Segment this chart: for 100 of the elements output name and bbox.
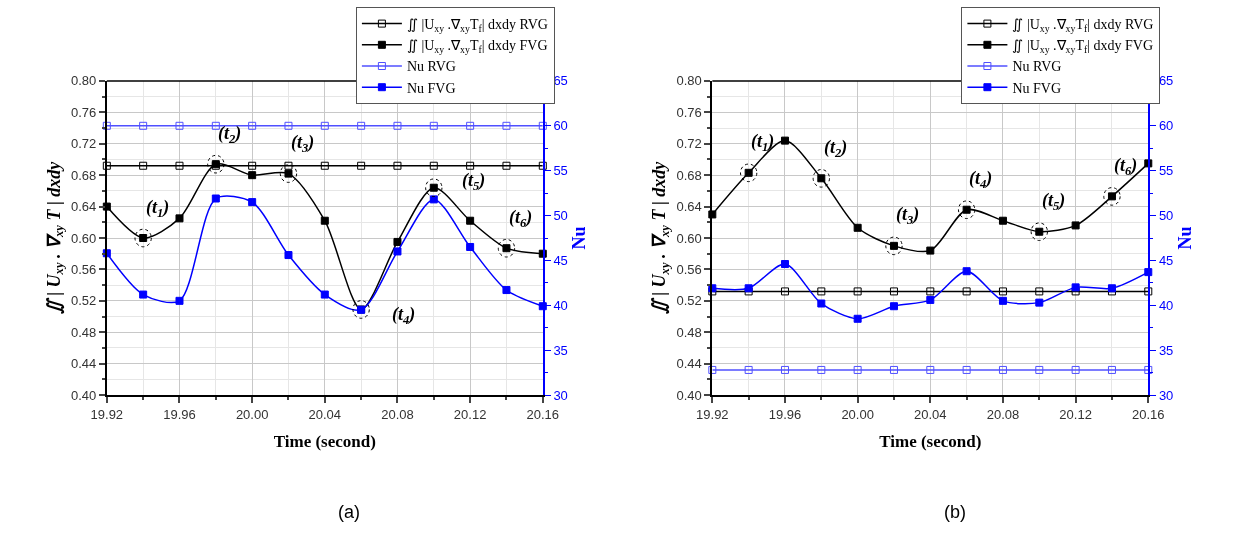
x-tick-label: 19.92 bbox=[696, 406, 729, 422]
point bbox=[998, 296, 1007, 305]
point bbox=[139, 290, 148, 299]
y-tick-label: 0.44 bbox=[70, 356, 97, 372]
y-tick-label: 0.60 bbox=[70, 230, 97, 246]
legend-label: ∬ |U$_{xy}$ .∇$_{xy}$T$_{f}$| dxdy RVG bbox=[406, 17, 548, 34]
annotation: (t$_{4}$) bbox=[392, 304, 416, 327]
point bbox=[466, 216, 475, 225]
point bbox=[320, 290, 329, 299]
point bbox=[466, 161, 475, 170]
y2-axis-title: Nu bbox=[569, 226, 590, 250]
text: (b) bbox=[944, 502, 966, 522]
point bbox=[817, 287, 826, 296]
y-tick-label: 0.40 bbox=[70, 387, 97, 403]
y-tick-label: 0.72 bbox=[70, 136, 97, 152]
y2-tick-label: 45 bbox=[553, 252, 568, 268]
point bbox=[393, 237, 402, 246]
point bbox=[248, 171, 257, 180]
y-tick-label: 0.64 bbox=[70, 199, 97, 215]
point bbox=[102, 161, 111, 170]
point bbox=[1144, 365, 1153, 374]
legend-label: ∬ |U$_{xy}$ .∇$_{xy}$T$_{f}$| dxdy FVG bbox=[406, 38, 548, 56]
y2-tick-label: 60 bbox=[1158, 118, 1174, 134]
point bbox=[175, 121, 184, 130]
x-tick-label: 19.96 bbox=[163, 406, 196, 422]
point bbox=[248, 161, 257, 170]
y-tick-label: 0.60 bbox=[676, 230, 702, 246]
annotation: (t$_{3}$) bbox=[291, 132, 315, 155]
point bbox=[744, 365, 753, 374]
annotation: (t$_{5}$) bbox=[462, 170, 486, 193]
y-tick-label: 0.52 bbox=[70, 293, 97, 309]
point bbox=[853, 223, 862, 232]
y-tick-label: 0.76 bbox=[676, 104, 702, 120]
y2-tick-label: 55 bbox=[553, 163, 568, 179]
point bbox=[320, 216, 329, 225]
point bbox=[889, 365, 898, 374]
point bbox=[320, 121, 329, 130]
point bbox=[429, 195, 438, 204]
point bbox=[817, 365, 826, 374]
y2-tick-label: 55 bbox=[1158, 163, 1174, 179]
annotation: (t$_{1}$) bbox=[751, 131, 775, 154]
point bbox=[284, 251, 293, 260]
point bbox=[1144, 287, 1153, 296]
point bbox=[853, 314, 862, 323]
point bbox=[780, 136, 789, 145]
y-tick-label: 0.64 bbox=[676, 199, 702, 215]
annotation: (t$_{6}$) bbox=[509, 207, 533, 230]
point bbox=[175, 296, 184, 305]
x-tick-label: 20.16 bbox=[526, 406, 560, 422]
point bbox=[926, 287, 935, 296]
point bbox=[962, 267, 971, 276]
annotation: (t$_{3}$) bbox=[896, 204, 920, 227]
point bbox=[139, 161, 148, 170]
y-tick-label: 0.80 bbox=[70, 73, 97, 89]
y-tick-label: 0.80 bbox=[676, 73, 702, 89]
point bbox=[889, 302, 898, 311]
y-tick-label: 0.76 bbox=[70, 104, 97, 120]
y-tick-label: 0.48 bbox=[676, 324, 702, 340]
annotation: (t$_{2}$) bbox=[824, 137, 848, 160]
y-tick-label: 0.52 bbox=[676, 293, 702, 309]
y2-tick-label: 50 bbox=[553, 208, 568, 224]
point bbox=[926, 246, 935, 255]
point bbox=[248, 198, 257, 207]
point bbox=[780, 365, 789, 374]
x-axis-title: Time (second) bbox=[879, 431, 982, 451]
y-tick-label: 0.56 bbox=[676, 261, 702, 277]
point bbox=[889, 287, 898, 296]
point bbox=[466, 242, 475, 251]
legend-label: ∬ |U$_{xy}$ .∇$_{xy}$T$_{f}$| dxdy RVG bbox=[1012, 17, 1154, 34]
point bbox=[926, 295, 935, 304]
y2-tick-label: 40 bbox=[1158, 297, 1174, 313]
x-tick-label: 20.12 bbox=[453, 406, 487, 422]
point bbox=[466, 121, 475, 130]
point bbox=[211, 194, 220, 203]
point bbox=[211, 121, 220, 130]
point bbox=[962, 365, 971, 374]
point bbox=[998, 287, 1007, 296]
y2-tick-label: 60 bbox=[553, 118, 568, 134]
y2-tick-label: 40 bbox=[553, 297, 568, 313]
point bbox=[357, 121, 366, 130]
point bbox=[139, 121, 148, 130]
x-tick-label: 20.00 bbox=[841, 406, 874, 422]
point bbox=[393, 247, 402, 256]
point bbox=[1035, 298, 1044, 307]
point bbox=[502, 161, 511, 170]
point bbox=[429, 161, 438, 170]
point bbox=[1107, 365, 1116, 374]
y-tick-label: 0.48 bbox=[70, 324, 97, 340]
point bbox=[102, 121, 111, 130]
point bbox=[502, 121, 511, 130]
point bbox=[284, 161, 293, 170]
point bbox=[708, 365, 717, 374]
point bbox=[1035, 365, 1044, 374]
point bbox=[926, 365, 935, 374]
legend-label: ∬ |U$_{xy}$ .∇$_{xy}$T$_{f}$| dxdy FVG bbox=[1012, 38, 1154, 56]
point bbox=[1071, 365, 1080, 374]
point bbox=[817, 299, 826, 308]
y-tick-label: 0.72 bbox=[676, 136, 702, 152]
point bbox=[175, 214, 184, 223]
x-axis-title: Time (second) bbox=[273, 431, 376, 451]
